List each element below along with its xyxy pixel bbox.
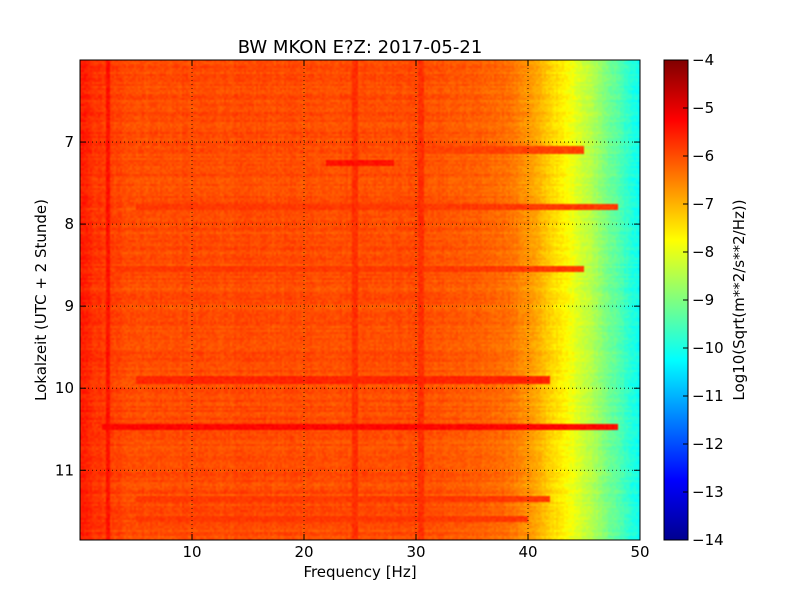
y-tick-label: 11: [55, 461, 74, 479]
colorbar-tick-label: −7: [692, 195, 714, 213]
grid-lines: [80, 60, 640, 540]
colorbar-tick-label: −6: [692, 147, 714, 165]
y-axis: 7 8 9 10 11: [55, 133, 640, 479]
colorbar-tick-label: −10: [692, 339, 724, 357]
x-tick-label: 30: [406, 543, 425, 561]
x-tick-label: 40: [518, 543, 537, 561]
y-tick-label: 7: [64, 133, 74, 151]
colorbar-label: Log10(Sqrt(m**2/s**2/Hz)): [730, 199, 748, 400]
x-tick-label: 10: [182, 543, 201, 561]
x-axis-label: Frequency [Hz]: [303, 563, 416, 581]
chart-title: BW MKON E?Z: 2017-05-21: [238, 37, 483, 58]
x-axis: 10 20 30 40 50: [182, 60, 650, 561]
colorbar-tick-label: −14: [692, 531, 724, 549]
colorbar-tick-label: −9: [692, 291, 714, 309]
x-tick-label: 50: [630, 543, 649, 561]
plot-frame: [79, 59, 641, 541]
y-tick-label: 9: [64, 297, 74, 315]
y-tick-label: 10: [55, 379, 74, 397]
y-axis-label: Lokalzeit (UTC + 2 Stunde): [32, 199, 50, 401]
colorbar-tick-label: −11: [692, 387, 724, 405]
colorbar-tick-label: −13: [692, 483, 724, 501]
colorbar-tick-label: −8: [692, 243, 714, 261]
x-tick-label: 20: [294, 543, 313, 561]
colorbar-tick-label: −5: [692, 99, 714, 117]
colorbar-tick-label: −4: [692, 51, 714, 69]
colorbar-tick-label: −12: [692, 435, 724, 453]
y-tick-label: 8: [64, 215, 74, 233]
colorbar-axis: −4 −5 −6 −7 −8 −9 −10 −11 −12 −13 −14: [683, 51, 724, 549]
spectrogram-heatmap: [80, 60, 640, 540]
